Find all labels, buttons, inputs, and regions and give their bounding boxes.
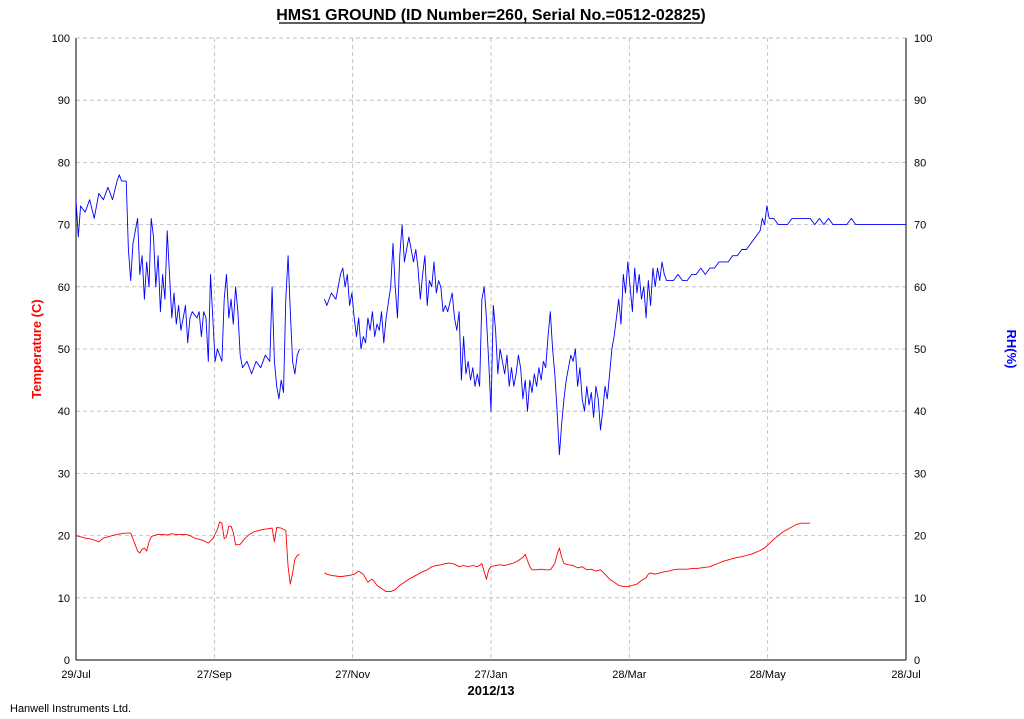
y-tick-label-left: 30 xyxy=(58,468,70,480)
y-tick-label-right: 10 xyxy=(914,593,926,605)
x-tick-label: 28/May xyxy=(750,669,787,681)
footer-credit: Hanwell Instruments Ltd. xyxy=(10,703,132,715)
chart-title: HMS1 GROUND (ID Number=260, Serial No.=0… xyxy=(276,7,706,24)
y-axis-left-label: Temperature (C) xyxy=(29,299,44,398)
y-tick-label-right: 30 xyxy=(914,468,926,480)
y-tick-label-left: 100 xyxy=(52,33,70,45)
axes xyxy=(75,37,907,661)
y-tick-label-right: 90 xyxy=(914,95,926,107)
y-tick-label-right: 50 xyxy=(914,344,926,356)
y-tick-label-left: 70 xyxy=(58,220,70,232)
y-tick-label-right: 100 xyxy=(914,33,932,45)
temperature-series-line xyxy=(75,521,300,585)
y-tick-label-left: 40 xyxy=(58,406,70,418)
x-tick-label: 27/Jan xyxy=(474,669,507,681)
y-tick-label-left: 10 xyxy=(58,593,70,605)
x-axis-label: 2012/13 xyxy=(468,683,515,698)
y-tick-label-right: 80 xyxy=(914,157,926,169)
y-tick-label-left: 90 xyxy=(58,95,70,107)
y-tick-label-right: 40 xyxy=(914,406,926,418)
x-tick-label: 27/Sep xyxy=(197,669,232,681)
series xyxy=(75,174,906,593)
y-tick-label-right: 60 xyxy=(914,282,926,294)
y-tick-label-left: 0 xyxy=(64,655,70,667)
tick-labels: 0 0 10 10 20 20 30 30 40 40 50 50 60 60 70 70 80 80 90 90 10… xyxy=(52,33,933,681)
y-tick-label-right: 0 xyxy=(914,655,920,667)
x-tick-label: 27/Nov xyxy=(335,669,370,681)
y-tick-label-left: 50 xyxy=(58,344,70,356)
rh-series-line xyxy=(75,174,300,400)
y-tick-label-right: 70 xyxy=(914,220,926,232)
y-tick-label-left: 60 xyxy=(58,282,70,294)
rh-series-line xyxy=(324,205,906,456)
x-tick-label: 28/Jul xyxy=(891,669,920,681)
y-tick-label-left: 20 xyxy=(58,531,70,543)
y-axis-right-label: RH(%) xyxy=(1004,330,1019,369)
y-tick-label-left: 80 xyxy=(58,157,70,169)
x-tick-label: 29/Jul xyxy=(61,669,90,681)
temperature-series-line xyxy=(324,522,811,593)
y-tick-label-right: 20 xyxy=(914,531,926,543)
x-tick-label: 28/Mar xyxy=(612,669,647,681)
